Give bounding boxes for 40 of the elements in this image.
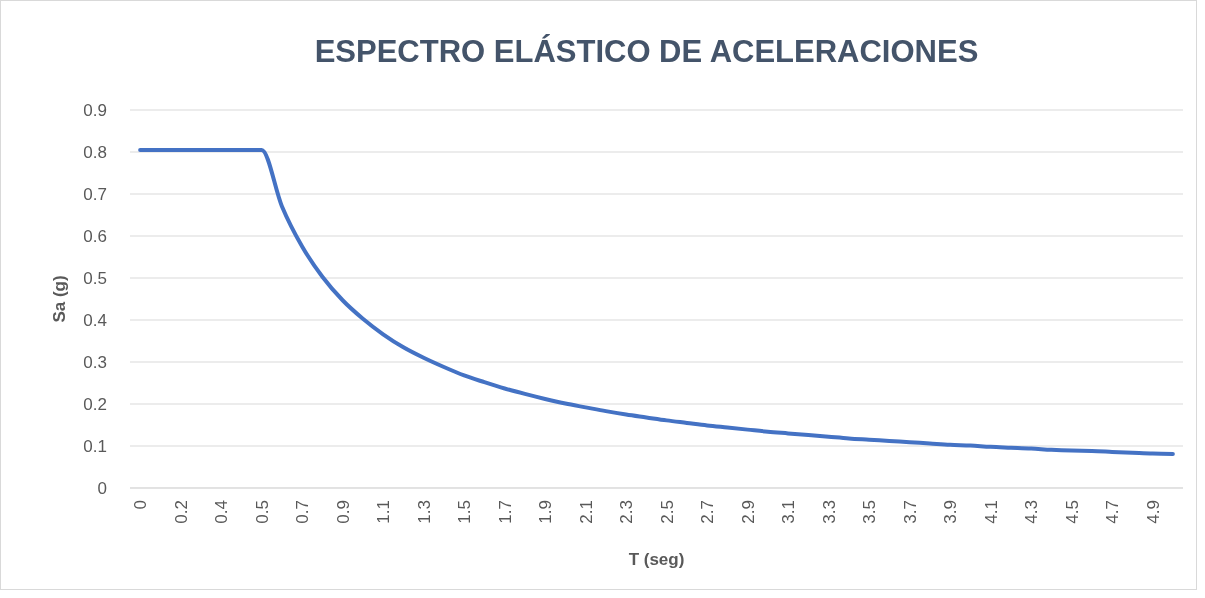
y-tick-label: 0.4 xyxy=(83,310,107,330)
x-tick-label: 0.2 xyxy=(171,500,191,524)
x-tick-label: 2.3 xyxy=(617,500,637,524)
x-tick-label: 4.3 xyxy=(1022,500,1042,524)
y-tick-label: 0.5 xyxy=(83,268,107,288)
y-tick-label: 0.9 xyxy=(83,100,107,120)
x-tick-label: 1.3 xyxy=(414,500,434,524)
x-tick-label: 4.9 xyxy=(1143,500,1163,524)
x-tick-label: 0 xyxy=(131,500,151,510)
x-tick-label: 4.7 xyxy=(1103,500,1123,524)
x-tick-label: 3.5 xyxy=(860,500,880,524)
y-tick-label: 0.1 xyxy=(83,436,107,456)
x-tick-label: 0.5 xyxy=(252,500,272,524)
x-tick-label: 3.3 xyxy=(819,500,839,524)
y-tick-label: 0 xyxy=(97,478,107,498)
x-tick-label: 3.7 xyxy=(900,500,920,524)
x-tick-label: 1.9 xyxy=(536,500,556,524)
x-tick-label: 1.5 xyxy=(455,500,475,524)
x-axis-title: T (seg) xyxy=(628,550,685,569)
x-tick-label: 0.7 xyxy=(293,500,313,524)
x-tick-label: 1.7 xyxy=(495,500,515,524)
x-tick-label: 2.1 xyxy=(576,500,596,524)
x-tick-label: 2.7 xyxy=(698,500,718,524)
x-tick-label: 3.1 xyxy=(779,500,799,524)
y-tick-label: 0.8 xyxy=(83,142,107,162)
x-tick-label: 0.9 xyxy=(333,500,353,524)
x-tick-label: 2.9 xyxy=(738,500,758,524)
y-axis-title: Sa (g) xyxy=(50,275,69,323)
x-tick-label: 4.1 xyxy=(981,500,1001,524)
y-tick-label: 0.3 xyxy=(83,352,107,372)
x-tick-label: 4.5 xyxy=(1062,500,1082,524)
x-tick-label: 3.9 xyxy=(941,500,961,524)
x-tick-label: 2.5 xyxy=(657,500,677,524)
chart-title: ESPECTRO ELÁSTICO DE ACELERACIONES xyxy=(314,34,979,69)
y-tick-label: 0.2 xyxy=(83,394,107,414)
x-tick-label: 1.1 xyxy=(374,500,394,524)
line-series xyxy=(138,147,1175,456)
y-tick-label: 0.6 xyxy=(83,226,107,246)
x-tick-label: 0.4 xyxy=(212,500,232,524)
y-tick-label: 0.7 xyxy=(83,184,107,204)
